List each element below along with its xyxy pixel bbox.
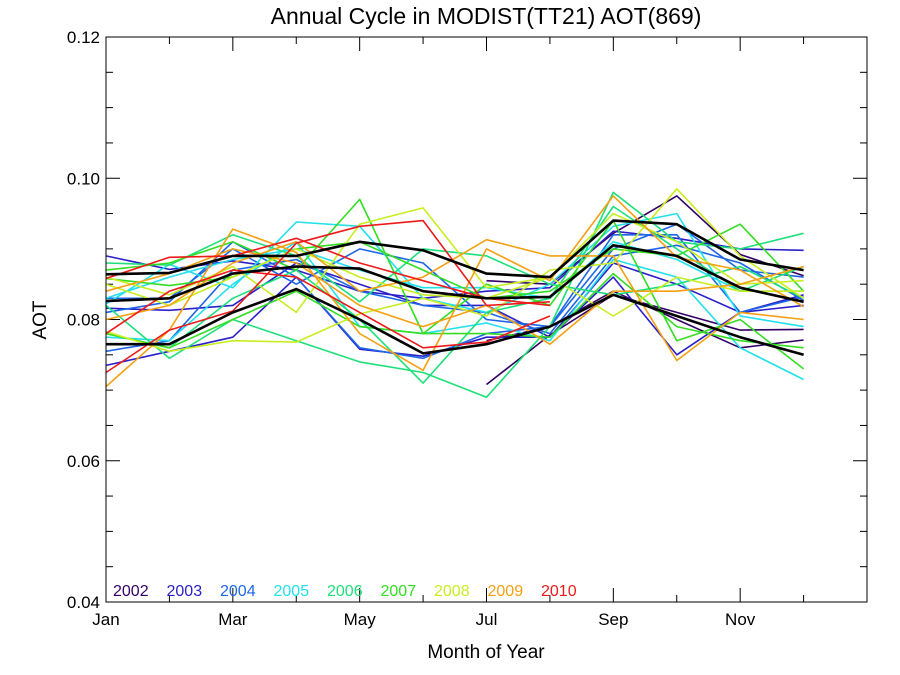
legend-entry-2010: 2010 (541, 583, 577, 600)
y-axis-label: AOT (30, 300, 51, 339)
series-line (105, 195, 805, 388)
series-line (105, 234, 804, 303)
series-2009 (105, 195, 805, 388)
series-line (105, 238, 804, 362)
series-line (105, 272, 804, 349)
series-line (105, 219, 550, 374)
series-line (105, 188, 805, 353)
series-line (486, 294, 804, 386)
x-tick-label: Nov (725, 610, 756, 629)
series-line (105, 212, 804, 307)
y-tick-label: 0.04 (67, 593, 100, 612)
summary-line (105, 219, 804, 279)
x-tick-label: Sep (598, 610, 628, 629)
y-tick-label: 0.06 (67, 452, 100, 471)
series-line (105, 241, 804, 381)
legend-entry-2006: 2006 (327, 583, 363, 600)
series-line (105, 269, 551, 349)
series-line (105, 191, 804, 398)
x-tick-label: May (344, 610, 377, 629)
x-tick-label: Jul (476, 610, 498, 629)
series-line (105, 248, 804, 345)
series-line (105, 262, 804, 338)
summary-line (106, 287, 804, 357)
legend-entry-2002: 2002 (113, 583, 149, 600)
y-tick-label: 0.12 (67, 28, 100, 47)
series-line (105, 241, 804, 300)
x-tick-label: Mar (218, 610, 248, 629)
summary-lines (105, 219, 804, 357)
legend-entry-2004: 2004 (220, 583, 256, 600)
legend: 2002 2003 2004 2005 2006 2007 2008 2009 2010 (113, 583, 577, 600)
y-tick-label: 0.08 (67, 311, 100, 330)
series-line (105, 237, 550, 307)
x-tick-label: Jan (92, 610, 119, 629)
legend-entry-2003: 2003 (167, 583, 203, 600)
chart-title: Annual Cycle in MODIST(TT21) AOT(869) (271, 3, 702, 29)
legend-entry-2009: 2009 (488, 583, 524, 600)
series-line (105, 207, 804, 317)
legend-entry-2008: 2008 (434, 583, 470, 600)
series-line (486, 195, 804, 285)
series-lines (105, 188, 805, 398)
plot-frame (105, 36, 868, 603)
x-axis-label: Month of Year (427, 642, 545, 663)
series-2008 (105, 188, 805, 353)
legend-entry-2005: 2005 (274, 583, 310, 600)
summary-line (105, 244, 804, 304)
axis-ticks: Jan Mar May Jul Sep Nov 0.04 0.06 0.08 0.10 0.12 (67, 28, 867, 629)
series-2010 (105, 219, 551, 374)
y-tick-label: 0.10 (67, 169, 100, 188)
legend-entry-2007: 2007 (381, 583, 417, 600)
